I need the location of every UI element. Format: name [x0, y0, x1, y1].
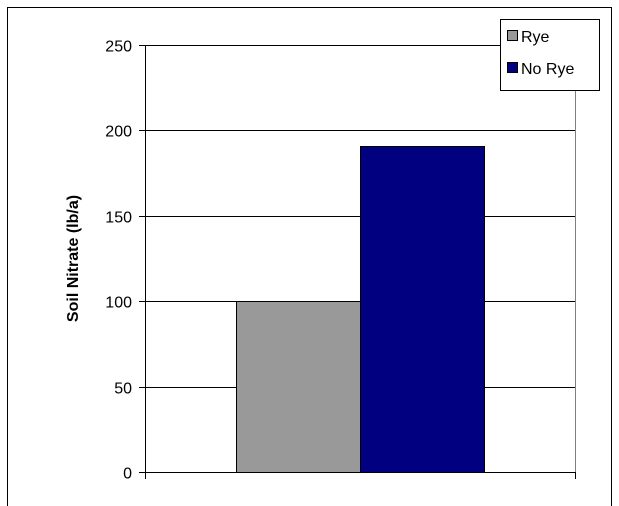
legend: Rye No Rye: [500, 19, 600, 91]
y-tick-label: 0: [123, 466, 132, 483]
y-tick-label: 100: [105, 295, 132, 312]
y-tick-label: 150: [105, 210, 132, 227]
legend-swatch: [507, 30, 518, 41]
y-tick-label: 50: [114, 381, 132, 398]
legend-label: Rye: [521, 29, 550, 46]
y-tick-label: 250: [105, 39, 132, 56]
y-tick-labels: 0 50 100 150 200 250: [105, 39, 132, 483]
axes: [139, 45, 576, 479]
bar-no-rye: [360, 146, 485, 473]
y-axis-title: Soil Nitrate (lb/a): [65, 195, 82, 322]
legend-label: No Rye: [521, 61, 574, 78]
legend-swatch: [507, 62, 518, 73]
y-tick-label: 200: [105, 124, 132, 141]
bar-rye: [236, 301, 361, 473]
bars: [236, 146, 485, 473]
chart-area-border: [7, 7, 612, 506]
legend-box: [500, 19, 600, 91]
